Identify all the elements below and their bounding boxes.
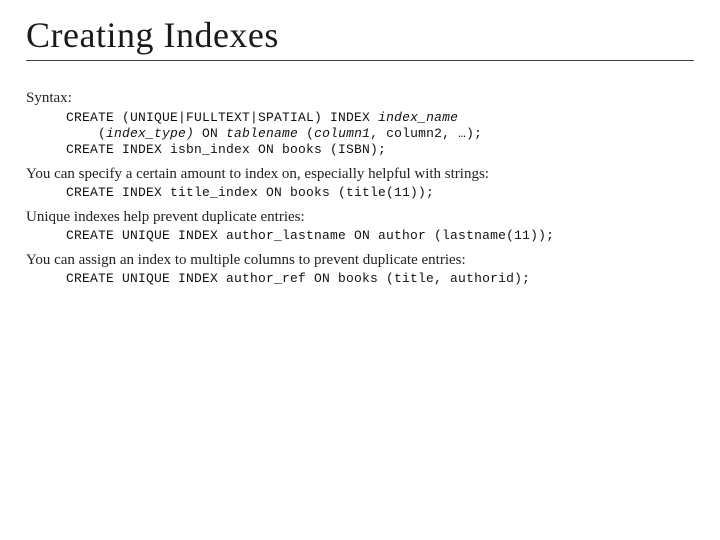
strings-label: You can specify a certain amount to inde…: [26, 165, 694, 184]
page-title: Creating Indexes: [26, 14, 694, 56]
code-ital: index_name: [378, 110, 458, 125]
author-lastname-code: CREATE UNIQUE INDEX author_lastname ON a…: [66, 228, 694, 244]
code-ital: tablename: [226, 126, 298, 141]
slide: Creating Indexes Syntax: CREATE (UNIQUE|…: [0, 0, 720, 540]
code-ital: index_type): [106, 126, 194, 141]
code-ital: column1: [314, 126, 370, 141]
author-ref-code: CREATE UNIQUE INDEX author_ref ON books …: [66, 271, 694, 287]
code-text: ON: [194, 126, 226, 141]
multi-label: You can assign an index to multiple colu…: [26, 251, 694, 270]
syntax-code: CREATE (UNIQUE|FULLTEXT|SPATIAL) INDEX i…: [66, 110, 694, 159]
code-text: (: [66, 126, 106, 141]
code-text: CREATE (UNIQUE|FULLTEXT|SPATIAL) INDEX: [66, 110, 378, 125]
code-text: (: [298, 126, 314, 141]
code-text: CREATE INDEX isbn_index ON books (ISBN);: [66, 142, 386, 157]
title-index-code: CREATE INDEX title_index ON books (title…: [66, 185, 694, 201]
slide-body: Syntax: CREATE (UNIQUE|FULLTEXT|SPATIAL)…: [26, 89, 694, 288]
code-text: , column2, …);: [370, 126, 482, 141]
title-rule: [26, 60, 694, 61]
unique-label: Unique indexes help prevent duplicate en…: [26, 208, 694, 227]
syntax-label: Syntax:: [26, 89, 694, 108]
